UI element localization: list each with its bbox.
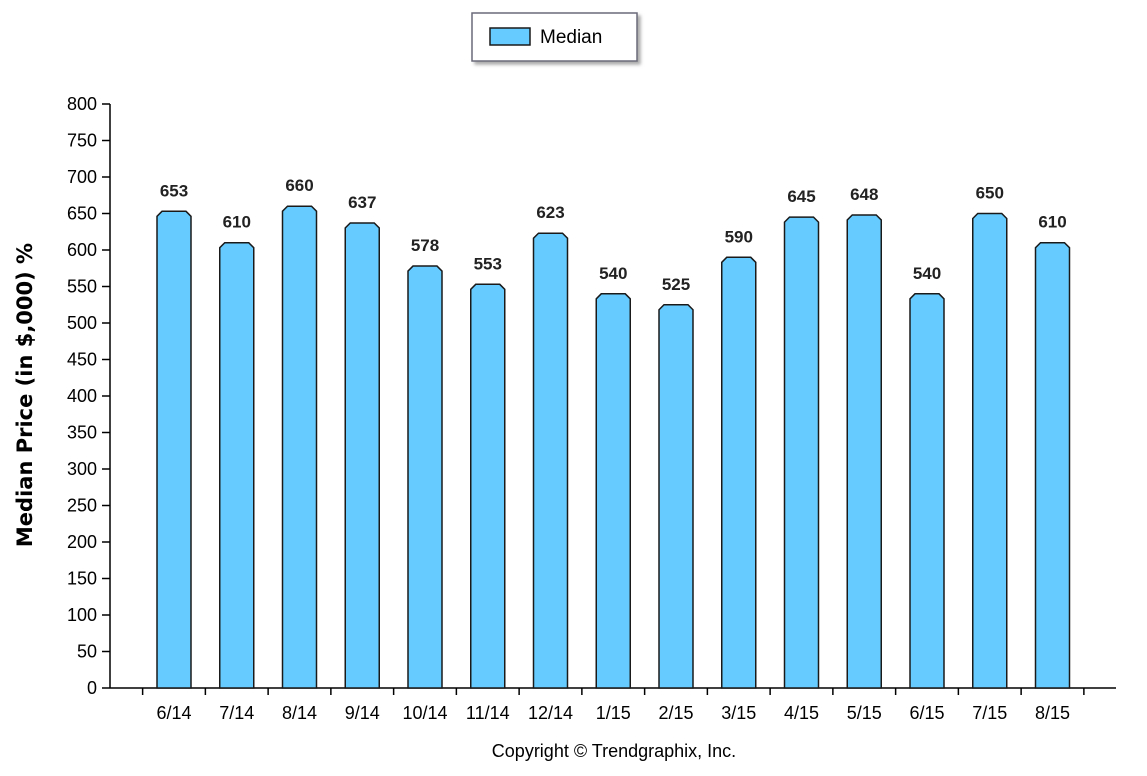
data-label: 650 [976,184,1004,203]
data-label: 660 [285,176,313,195]
bar [1034,241,1071,689]
data-label: 653 [160,181,188,200]
y-ticks: 0 50 100 150 200 250 300 350 400 450 500 550 600 650 7… [67,94,110,698]
x-tick-label: 6/14 [156,703,191,723]
bar [595,293,631,689]
y-tick-label: 200 [67,532,97,552]
x-tick-label: 7/14 [219,703,254,723]
y-tick-label: 500 [67,313,97,333]
data-label: 525 [662,275,690,294]
y-tick-label: 300 [67,459,97,479]
x-tick-label: 6/15 [909,703,944,723]
bar [281,205,318,689]
y-tick-label: 250 [67,496,97,516]
bar [972,212,1008,689]
legend-label: Median [540,27,602,48]
x-tick-label: 5/15 [847,703,882,723]
y-tick-label: 800 [67,94,97,114]
legend-swatch [489,27,531,46]
y-tick-label: 50 [77,642,97,662]
data-label: 610 [1038,213,1066,232]
y-tick-label: 600 [67,240,97,260]
x-tick-label: 7/15 [972,703,1007,723]
bar [470,283,506,689]
data-label: 553 [474,254,502,273]
x-ticks: 6/14 7/14 8/14 9/14 10/14 11/14 12/14 1/15 2/15 3… [141,688,1085,723]
bar [846,214,882,689]
data-label: 578 [411,236,439,255]
bar [407,265,443,689]
bar [344,222,380,689]
x-tick-label: 9/14 [345,703,380,723]
data-label: 623 [536,203,564,222]
data-labels: 653 610 660 637 578 553 623 540 525 590 645 648 540 6… [160,176,1067,294]
data-label: 610 [223,213,251,232]
y-tick-label: 0 [87,678,97,698]
bar [658,304,694,689]
y-tick-label: 750 [67,131,97,151]
x-tick-label: 8/14 [282,703,317,723]
x-tick-label: 12/14 [528,703,573,723]
data-label: 540 [599,264,627,283]
x-tick-label: 8/15 [1035,703,1070,723]
data-label: 590 [725,227,753,246]
bar [783,216,820,689]
data-label: 645 [787,187,815,206]
y-tick-label: 650 [67,204,97,224]
y-tick-label: 700 [67,167,97,187]
y-tick-label: 100 [67,605,97,625]
data-label: 540 [913,264,941,283]
bar [219,241,255,689]
bar [532,232,569,689]
x-tick-label: 1/15 [596,703,631,723]
x-tick-label: 4/15 [784,703,819,723]
bar [909,293,945,689]
legend: Median [471,12,638,62]
y-tick-label: 350 [67,423,97,443]
y-axis-title: Median Price (in $,000) % [13,243,37,547]
y-tick-label: 450 [67,350,97,370]
data-label: 648 [850,185,878,204]
x-tick-label: 3/15 [721,703,756,723]
x-tick-label: 2/15 [658,703,693,723]
bar [721,256,757,689]
copyright-text: Copyright © Trendgraphix, Inc. [492,741,736,761]
bars [156,205,1071,689]
bar [156,210,192,689]
x-tick-label: 10/14 [402,703,447,723]
x-tick-label: 11/14 [466,703,510,723]
y-tick-label: 400 [67,386,97,406]
y-tick-label: 550 [67,277,97,297]
data-label: 637 [348,193,376,212]
y-tick-label: 150 [67,569,97,589]
